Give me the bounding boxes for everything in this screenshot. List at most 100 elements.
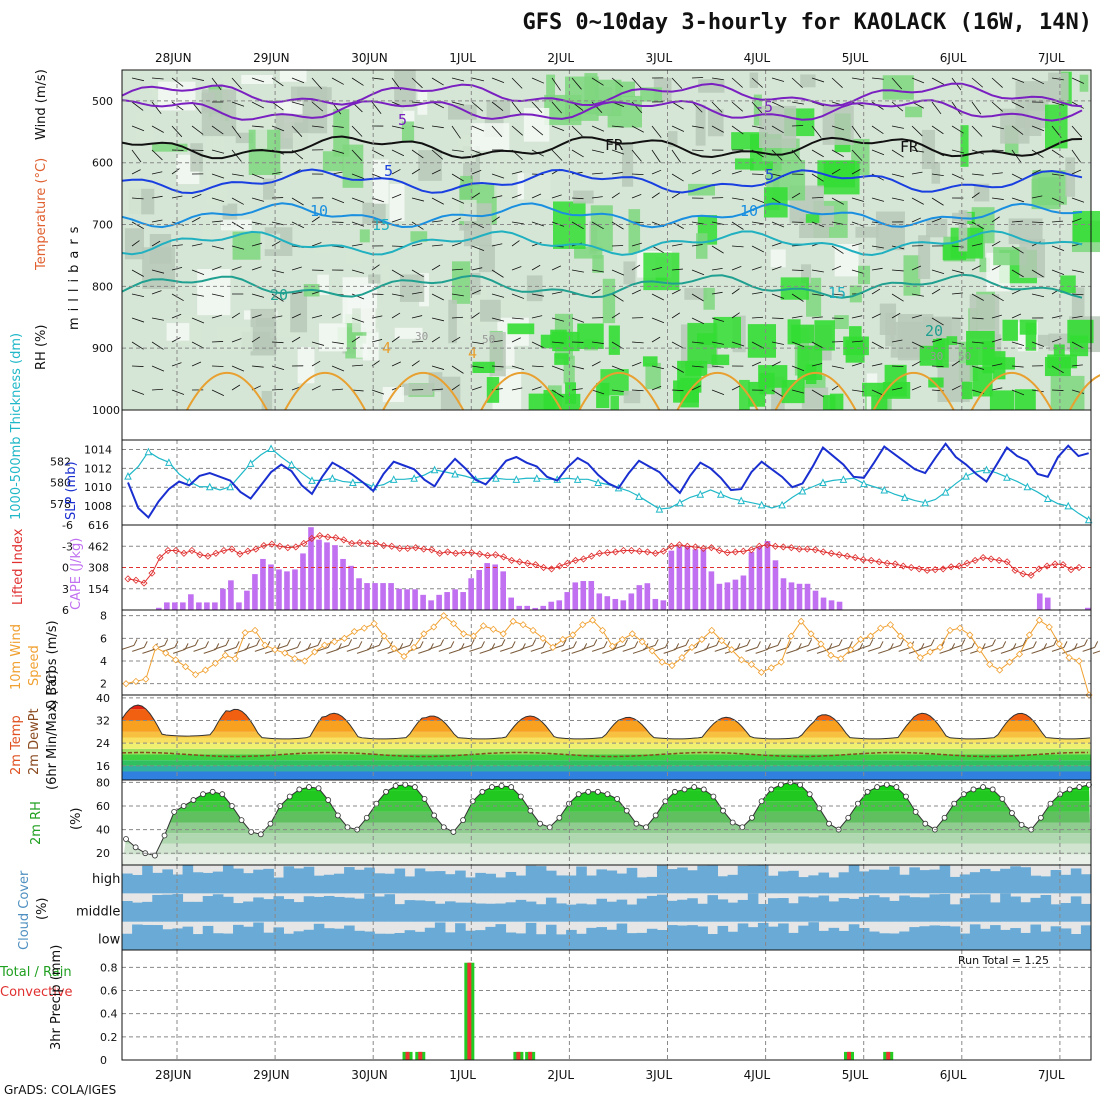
wind-barb [771, 125, 784, 134]
date-label-bottom: 5JUL [842, 1068, 869, 1082]
wind-barb [991, 77, 1003, 88]
wind-barb [851, 77, 864, 81]
li-point [955, 562, 963, 570]
cloud-bar [586, 904, 597, 922]
wind-barb-10m [132, 646, 145, 652]
rh-patch [478, 244, 495, 273]
wind-barb [651, 317, 665, 324]
rh-patch [573, 190, 594, 204]
cloud-bar [889, 900, 900, 922]
wind-speed-point [251, 626, 259, 634]
cloud-bar [313, 875, 325, 894]
li-point [795, 545, 803, 553]
li-point [915, 565, 923, 573]
wind-barb [431, 169, 441, 175]
cloud-bar [727, 931, 739, 950]
rh-patch [263, 178, 275, 200]
li-point [1035, 565, 1043, 573]
cloud-bar [727, 902, 739, 922]
cloud-bar [939, 925, 951, 950]
thickness-point [635, 492, 643, 500]
cape-bar [540, 605, 547, 610]
rh-patch [688, 183, 715, 196]
rh-point [296, 786, 303, 793]
rh-patch [805, 214, 822, 223]
wind-barb [711, 169, 722, 175]
cloud-bar [616, 923, 628, 950]
cloud-bar [646, 928, 658, 950]
rh-patch [982, 341, 995, 374]
cloud-bar [586, 927, 597, 950]
wind-barb [971, 243, 983, 247]
cloud-bar [1070, 868, 1082, 894]
wind-speed-point [728, 646, 736, 654]
wind-barb [271, 365, 285, 370]
rh-patch [697, 333, 716, 346]
cape-bar [596, 593, 603, 610]
wind-barb [371, 149, 384, 157]
wind-barb [451, 101, 465, 106]
wind-barb [711, 245, 724, 254]
rh-patch [973, 183, 990, 202]
wind-barb-10m [562, 639, 567, 646]
wind-barb-10m [499, 646, 513, 652]
wind-barb-10m [397, 644, 411, 650]
rh-band [122, 822, 1091, 834]
wind-barb [691, 125, 704, 129]
wind-speed-point [201, 666, 209, 674]
wind-barb-10m [448, 648, 462, 654]
rh-point [903, 793, 909, 800]
cloud-bar [465, 902, 476, 922]
wind-speed-point [420, 630, 428, 638]
wind-barb [591, 221, 604, 230]
wind-barb [1071, 389, 1085, 394]
wind-speed-point [737, 656, 746, 664]
cape-bar [340, 558, 346, 610]
ytick-label: 24 [96, 737, 110, 750]
li-point [412, 544, 420, 552]
cloud-bar [818, 872, 830, 894]
wind-barb [571, 388, 583, 391]
wind-barb [851, 340, 863, 343]
wind-barb [831, 221, 844, 225]
li-point [236, 550, 244, 558]
cloud-bar [192, 901, 204, 922]
cloud-bar [283, 866, 295, 894]
cape-bar [588, 581, 595, 610]
wind-barb-10m [234, 648, 247, 654]
wind-barb [551, 365, 565, 371]
wind-barb-10m [459, 644, 472, 650]
cloud-bar [263, 899, 274, 922]
wind-barb [331, 149, 345, 154]
wind-barb [511, 194, 522, 199]
rh-patch [739, 379, 750, 414]
cloud-bar [354, 930, 365, 950]
wind-speed-point [807, 630, 815, 638]
cape-bar [620, 600, 627, 610]
cloud-bar [899, 931, 910, 950]
cloud-bar [1000, 929, 1011, 950]
rh-point [826, 820, 832, 827]
wind-barb [451, 173, 464, 182]
cloud-bar [697, 865, 708, 894]
cloud-bar [707, 865, 719, 894]
temp-ylabel: 2m Temp 2m DewPt (6hr Min/Max) (°C) [9, 670, 60, 790]
wind-barb [1051, 389, 1064, 391]
wind-barb [431, 365, 445, 370]
wind10-ylabel: 10m Wind Speed & Barbs (m/s) [9, 620, 60, 710]
rh-point [845, 814, 852, 821]
wind-barb-10m [479, 648, 492, 654]
wind-barb [691, 221, 704, 225]
wind-barb [451, 316, 464, 319]
wind-barb [691, 77, 704, 79]
rh-patch [993, 357, 1015, 370]
cloud-bar [1060, 874, 1072, 894]
rh-point [460, 817, 466, 824]
rh-point [334, 812, 341, 819]
cape-bar [788, 582, 795, 610]
wind-barb [531, 365, 544, 368]
wind-barb [911, 341, 925, 348]
wind-barb-10m [714, 646, 727, 652]
wind-barb [1071, 125, 1082, 138]
